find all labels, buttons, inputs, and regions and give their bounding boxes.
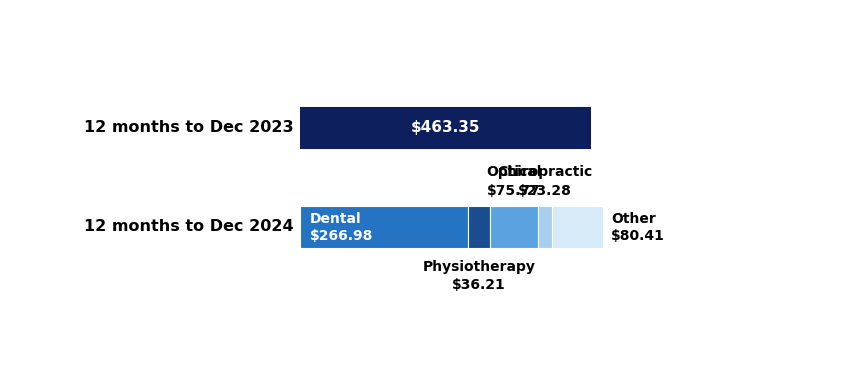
Text: Physiotherapy: Physiotherapy [423, 260, 536, 274]
Text: $23.28: $23.28 [518, 184, 572, 199]
Text: $36.21: $36.21 [453, 278, 506, 292]
Text: $266.98: $266.98 [310, 229, 374, 243]
Text: 12 months to Dec 2023: 12 months to Dec 2023 [84, 121, 294, 135]
Text: $75.77: $75.77 [487, 184, 541, 199]
Text: Chiropractic: Chiropractic [498, 165, 593, 179]
Text: Optical: Optical [486, 165, 542, 179]
Text: Dental: Dental [310, 213, 362, 227]
Text: Other: Other [610, 213, 655, 227]
Bar [553, 206, 603, 248]
Bar [468, 206, 491, 248]
Bar [301, 107, 591, 149]
Text: $463.35: $463.35 [411, 121, 481, 135]
Bar [301, 206, 468, 248]
Text: $80.41: $80.41 [610, 229, 665, 243]
Text: 12 months to Dec 2024: 12 months to Dec 2024 [84, 220, 294, 234]
Bar [538, 206, 553, 248]
Bar [491, 206, 538, 248]
